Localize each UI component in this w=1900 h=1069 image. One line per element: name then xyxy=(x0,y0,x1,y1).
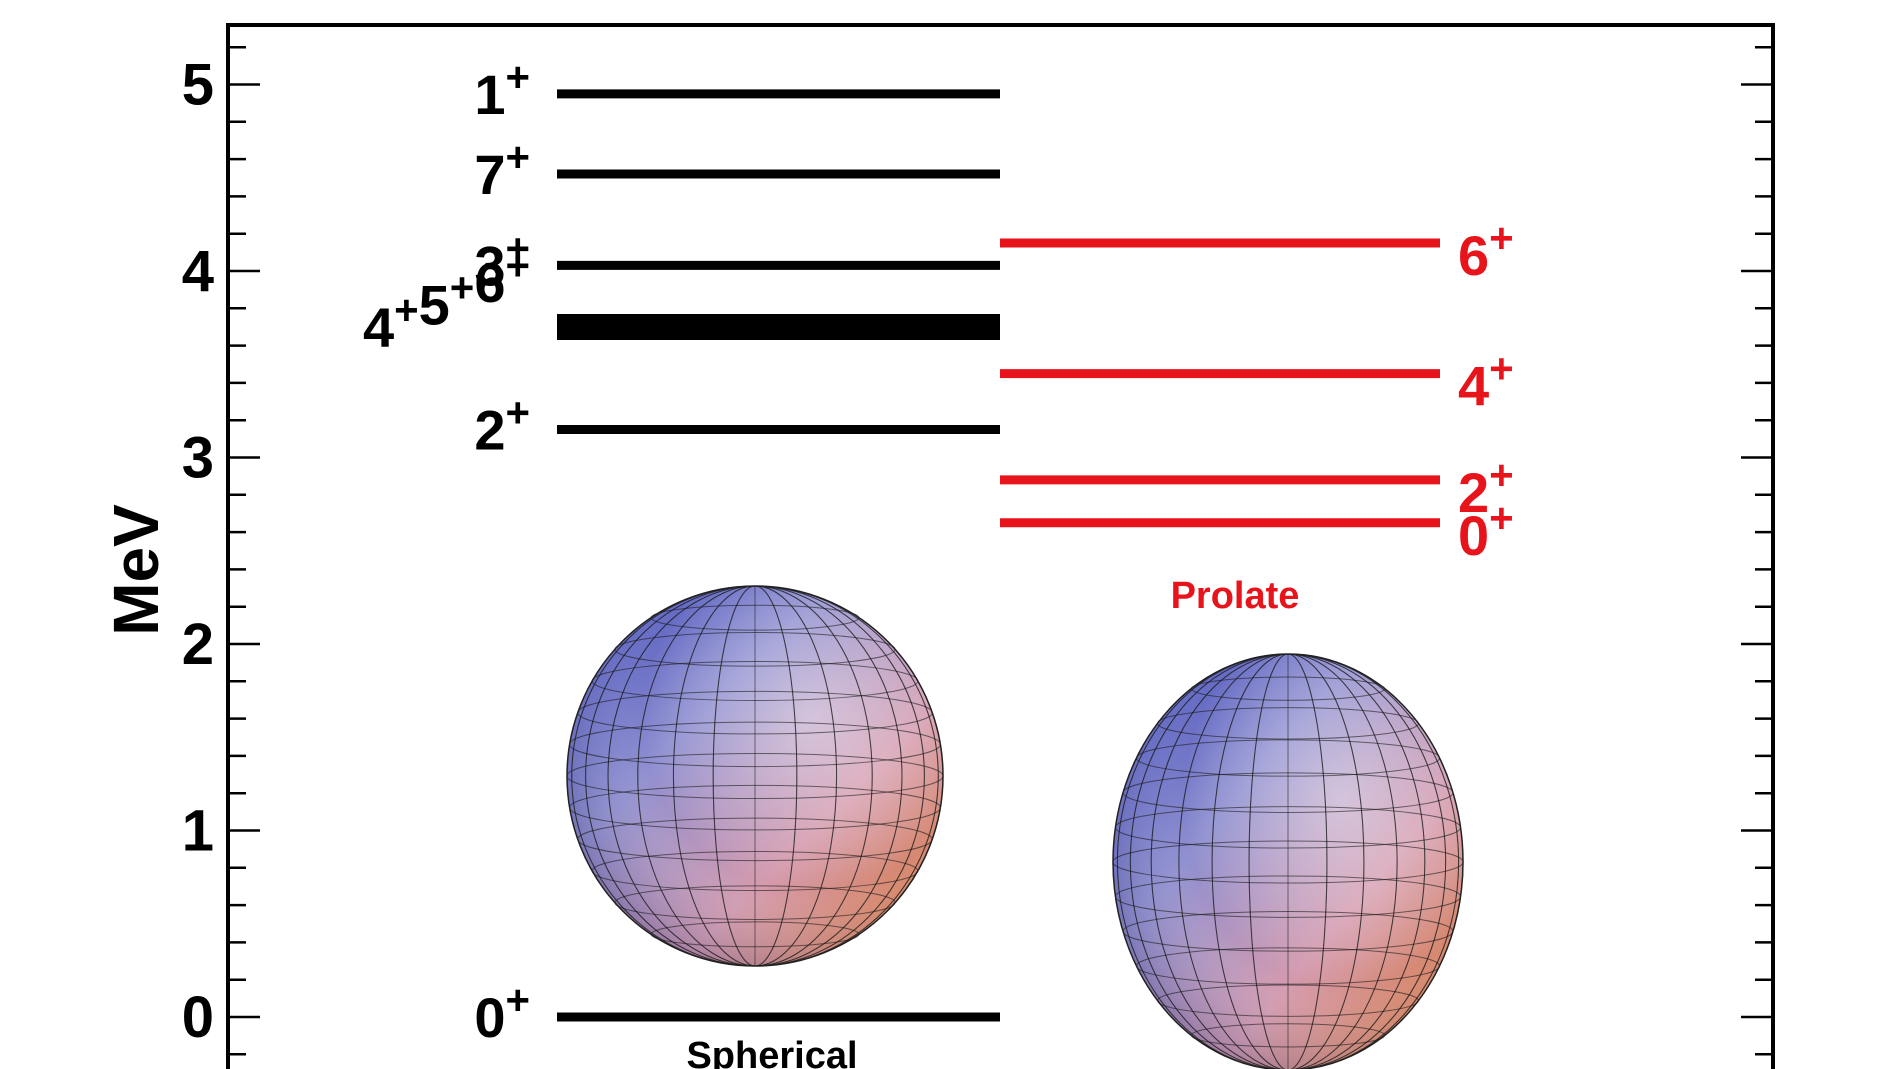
y-tick-label: 5 xyxy=(182,53,214,118)
prolate-ellipsoid-icon xyxy=(1112,653,1464,1069)
level-label-prolate: 2+ xyxy=(1458,451,1514,523)
energy-levels: 0+2+4+5+6+3+7+1+0+2+4+6+ xyxy=(363,53,1514,1049)
y-tick-label: 0 xyxy=(182,985,214,1050)
y-tick-label: 4 xyxy=(182,239,214,304)
level-label-spherical: 7+ xyxy=(474,134,530,206)
level-label-spherical: 1+ xyxy=(474,53,530,125)
y-axis-ticks: 0 1 2 3 4 5 xyxy=(182,45,1773,1056)
y-tick-label: 1 xyxy=(182,799,214,864)
sphere-icon xyxy=(566,585,944,967)
nuclear-shapes xyxy=(566,585,1464,1069)
level-label-spherical: 4+5+6+ xyxy=(363,242,530,359)
level-label-prolate: 0+ xyxy=(1458,494,1514,566)
y-tick-label: 3 xyxy=(182,426,214,491)
series-label-spherical: Spherical xyxy=(686,1035,857,1069)
level-label-spherical: 3+ xyxy=(474,225,530,297)
level-label-spherical: 2+ xyxy=(474,389,530,461)
y-tick-label: 2 xyxy=(182,612,214,677)
plot-frame xyxy=(226,23,1775,1069)
y-axis-title: MeV xyxy=(100,504,172,636)
level-label-prolate: 4+ xyxy=(1458,345,1514,417)
plot-frame-border xyxy=(226,23,1775,1069)
series-label-prolate: Prolate xyxy=(1171,575,1300,617)
level-label-prolate: 6+ xyxy=(1458,215,1514,287)
level-label-spherical: 0+ xyxy=(474,977,530,1049)
